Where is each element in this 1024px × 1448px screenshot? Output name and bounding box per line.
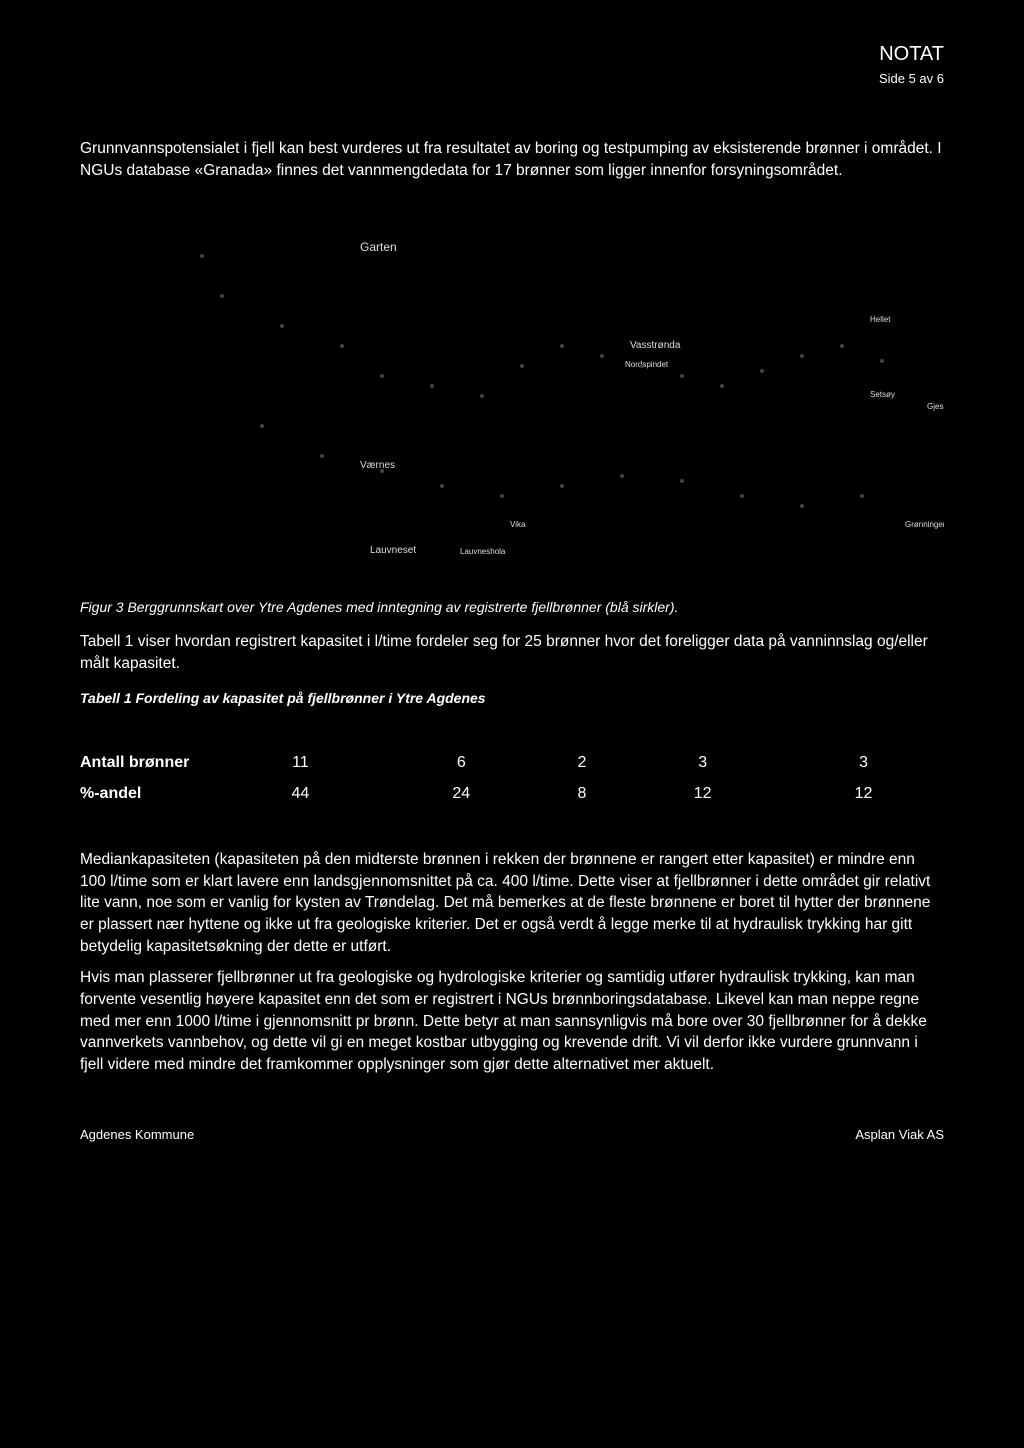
map-dot bbox=[860, 494, 864, 498]
para-table-intro: Tabell 1 viser hvordan registrert kapasi… bbox=[80, 631, 944, 674]
map-label: Setsøy bbox=[870, 389, 895, 400]
table-cell: 11 bbox=[220, 748, 381, 778]
table-row-head: %-andel bbox=[80, 779, 220, 809]
map-label: Lauvneshola bbox=[460, 546, 505, 557]
map-dot bbox=[520, 364, 524, 368]
map-dot bbox=[800, 504, 804, 508]
map-dot bbox=[380, 374, 384, 378]
page-header: NOTAT Side 5 av 6 bbox=[80, 40, 944, 88]
figure-caption: Figur 3 Berggrunnskart over Ytre Agdenes… bbox=[80, 598, 944, 618]
map-dot bbox=[800, 354, 804, 358]
map-dot bbox=[220, 294, 224, 298]
map-label: Grønningen bbox=[905, 519, 944, 530]
map-dot bbox=[430, 384, 434, 388]
table-cell: 6 bbox=[381, 748, 542, 778]
footer-left: Agdenes Kommune bbox=[80, 1126, 194, 1144]
map-dot bbox=[740, 494, 744, 498]
map-dot bbox=[320, 454, 324, 458]
capacity-table: Antall brønner116233%-andel442481212 bbox=[80, 748, 944, 809]
map-label: Hellet bbox=[870, 314, 890, 325]
table-cell: 44 bbox=[220, 779, 381, 809]
map-dot bbox=[620, 474, 624, 478]
map-dot bbox=[720, 384, 724, 388]
map-label: Gjessingen bbox=[927, 401, 944, 412]
map-label: Lauvneset bbox=[370, 544, 416, 558]
map-dot bbox=[500, 494, 504, 498]
map-dot bbox=[640, 364, 644, 368]
map-dot bbox=[840, 344, 844, 348]
map-dot bbox=[340, 344, 344, 348]
table-cell: 2 bbox=[542, 748, 623, 778]
map-label: Garten bbox=[360, 239, 397, 256]
bedrock-map: Garten Værnes Lauvneset Vika Lauvneshola Vass… bbox=[80, 194, 944, 584]
para-conclusion: Hvis man plasserer fjellbrønner ut fra g… bbox=[80, 967, 944, 1075]
table-cell: 24 bbox=[381, 779, 542, 809]
map-dot bbox=[560, 344, 564, 348]
header-title: NOTAT bbox=[80, 40, 944, 68]
map-dot bbox=[680, 374, 684, 378]
table-cell: 8 bbox=[542, 779, 623, 809]
map-label: Nordspindet bbox=[625, 359, 668, 370]
map-dot bbox=[200, 254, 204, 258]
map-dot bbox=[480, 394, 484, 398]
map-dot bbox=[600, 354, 604, 358]
table-cell: 12 bbox=[783, 779, 944, 809]
map-label: Vika bbox=[510, 519, 525, 530]
map-dot bbox=[440, 484, 444, 488]
map-dot bbox=[260, 424, 264, 428]
map-dot bbox=[760, 369, 764, 373]
table-caption: Tabell 1 Fordeling av kapasitet på fjell… bbox=[80, 689, 944, 709]
map-label: Værnes bbox=[360, 459, 395, 473]
table-row: %-andel442481212 bbox=[80, 779, 944, 809]
header-page: Side 5 av 6 bbox=[80, 70, 944, 88]
map-dot bbox=[380, 469, 384, 473]
table-cell: 3 bbox=[783, 748, 944, 778]
para-intro: Grunnvannspotensialet i fjell kan best v… bbox=[80, 138, 944, 181]
table-row-head: Antall brønner bbox=[80, 748, 220, 778]
footer-right: Asplan Viak AS bbox=[855, 1126, 944, 1144]
map-dot bbox=[680, 479, 684, 483]
map-label: Vasstrønda bbox=[630, 339, 680, 353]
map-dot bbox=[280, 324, 284, 328]
para-median: Mediankapasiteten (kapasiteten på den mi… bbox=[80, 849, 944, 957]
table-cell: 12 bbox=[622, 779, 783, 809]
map-dot bbox=[880, 359, 884, 363]
table-row: Antall brønner116233 bbox=[80, 748, 944, 778]
page-footer: Agdenes Kommune Asplan Viak AS bbox=[80, 1126, 944, 1144]
table-cell: 3 bbox=[622, 748, 783, 778]
map-dot bbox=[560, 484, 564, 488]
